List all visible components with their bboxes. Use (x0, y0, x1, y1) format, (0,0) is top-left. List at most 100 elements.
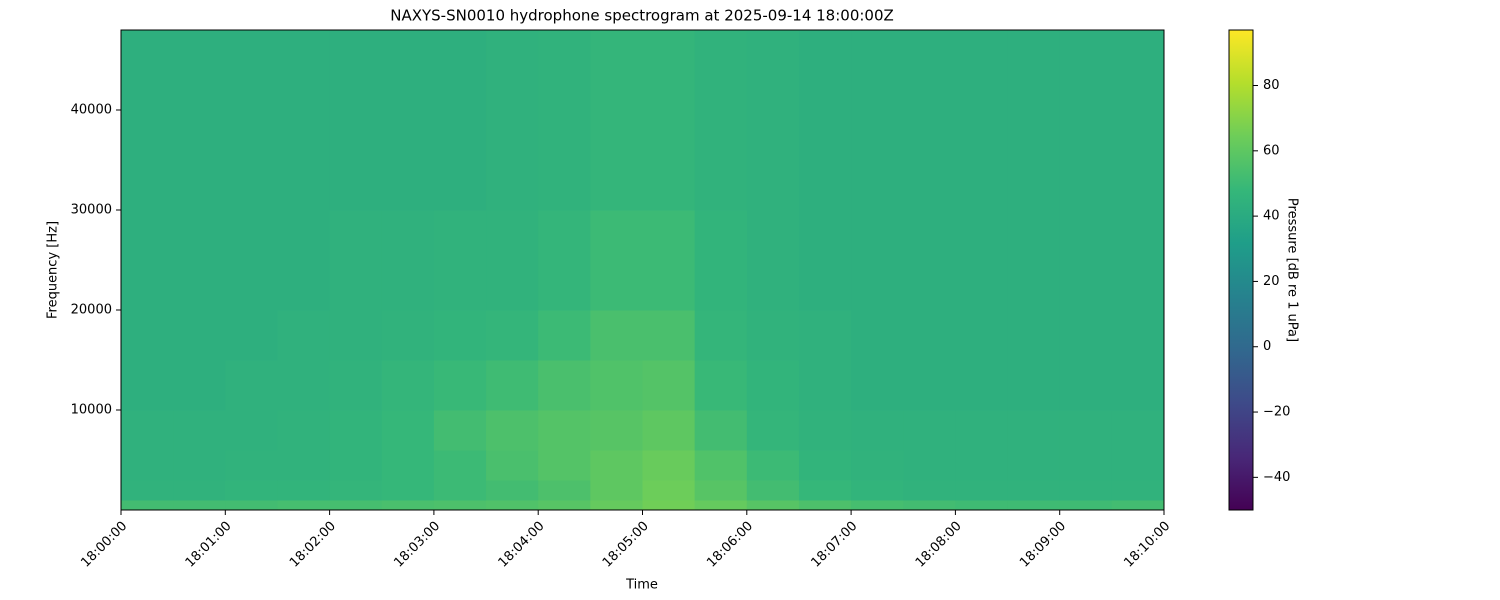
cell (433, 210, 487, 311)
cell (642, 210, 696, 311)
cell (381, 480, 435, 501)
cell (433, 450, 487, 481)
cell (642, 500, 696, 511)
cell (433, 410, 487, 451)
cell (590, 310, 643, 361)
cell (486, 500, 539, 511)
cell (277, 450, 331, 481)
cell (121, 450, 174, 481)
cell (851, 410, 904, 451)
cell (590, 480, 643, 501)
cell (225, 310, 278, 361)
cell (1111, 410, 1165, 451)
cell (903, 360, 956, 411)
cell (642, 450, 696, 481)
cell (1007, 480, 1061, 501)
cell (955, 210, 1009, 311)
cell (746, 210, 800, 311)
cell (433, 500, 487, 511)
cell (1007, 210, 1061, 311)
cell (851, 30, 904, 211)
cell (173, 450, 226, 481)
cell (694, 360, 748, 411)
cell (955, 450, 1009, 481)
cell (433, 480, 487, 501)
cell (642, 410, 696, 451)
cell (694, 210, 748, 311)
cell (381, 210, 435, 311)
cell (173, 360, 226, 411)
cell (173, 410, 226, 451)
cell (798, 500, 852, 511)
cell (329, 310, 383, 361)
cell (903, 310, 956, 361)
cell (642, 310, 696, 361)
cell (538, 410, 591, 451)
cell (1007, 410, 1061, 451)
cell (746, 500, 800, 511)
cell (1059, 500, 1113, 511)
cell (173, 500, 226, 511)
cell (381, 450, 435, 481)
cell (121, 30, 174, 211)
cell (486, 410, 539, 451)
cell (538, 210, 591, 311)
cell (1111, 30, 1165, 211)
cell (1007, 30, 1061, 211)
cell (798, 210, 852, 311)
cell (329, 210, 383, 311)
x-tick-label: 18:02:00 (287, 519, 339, 571)
cell (955, 410, 1009, 451)
cell (121, 410, 174, 451)
cell (329, 410, 383, 451)
cell (277, 480, 331, 501)
cell (381, 310, 435, 361)
cell (590, 500, 643, 511)
cell (381, 500, 435, 511)
colorbar-tick-label: 60 (1263, 143, 1280, 158)
cell (486, 210, 539, 311)
colorbar-tick-label: 80 (1263, 78, 1280, 93)
cell (694, 450, 748, 481)
cell (694, 410, 748, 451)
y-tick-label: 40000 (71, 103, 112, 118)
cell (538, 480, 591, 501)
cell (225, 30, 278, 211)
cell (1111, 360, 1165, 411)
cell (1007, 310, 1061, 361)
cell (225, 450, 278, 481)
cell (642, 360, 696, 411)
cell (225, 360, 278, 411)
cell (955, 360, 1009, 411)
cell (694, 30, 748, 211)
cell (1111, 310, 1165, 361)
cell (851, 500, 904, 511)
cell (955, 310, 1009, 361)
x-tick-label: 18:10:00 (1121, 519, 1173, 571)
cell (173, 210, 226, 311)
cell (694, 480, 748, 501)
x-tick-label: 18:06:00 (704, 519, 756, 571)
cell (1007, 500, 1061, 511)
cell (851, 360, 904, 411)
colorbar (1228, 29, 1254, 511)
colorbar-tick-label: −20 (1263, 405, 1290, 420)
cell (329, 500, 383, 511)
cell (277, 210, 331, 311)
x-tick-label: 18:04:00 (496, 519, 548, 571)
cell (746, 30, 800, 211)
cell (1111, 500, 1165, 511)
cell (903, 210, 956, 311)
x-tick-label: 18:03:00 (391, 519, 443, 571)
cell (1059, 30, 1113, 211)
x-tick-label: 18:08:00 (913, 519, 965, 571)
colorbar-label: Pressure [dB re 1 uPa] (1285, 198, 1300, 342)
cell (1059, 450, 1113, 481)
cell (538, 360, 591, 411)
cell (798, 310, 852, 361)
colorbar-tick-label: 0 (1263, 339, 1271, 354)
cell (1059, 310, 1113, 361)
cell (329, 450, 383, 481)
cell (433, 310, 487, 361)
cell (121, 310, 174, 361)
